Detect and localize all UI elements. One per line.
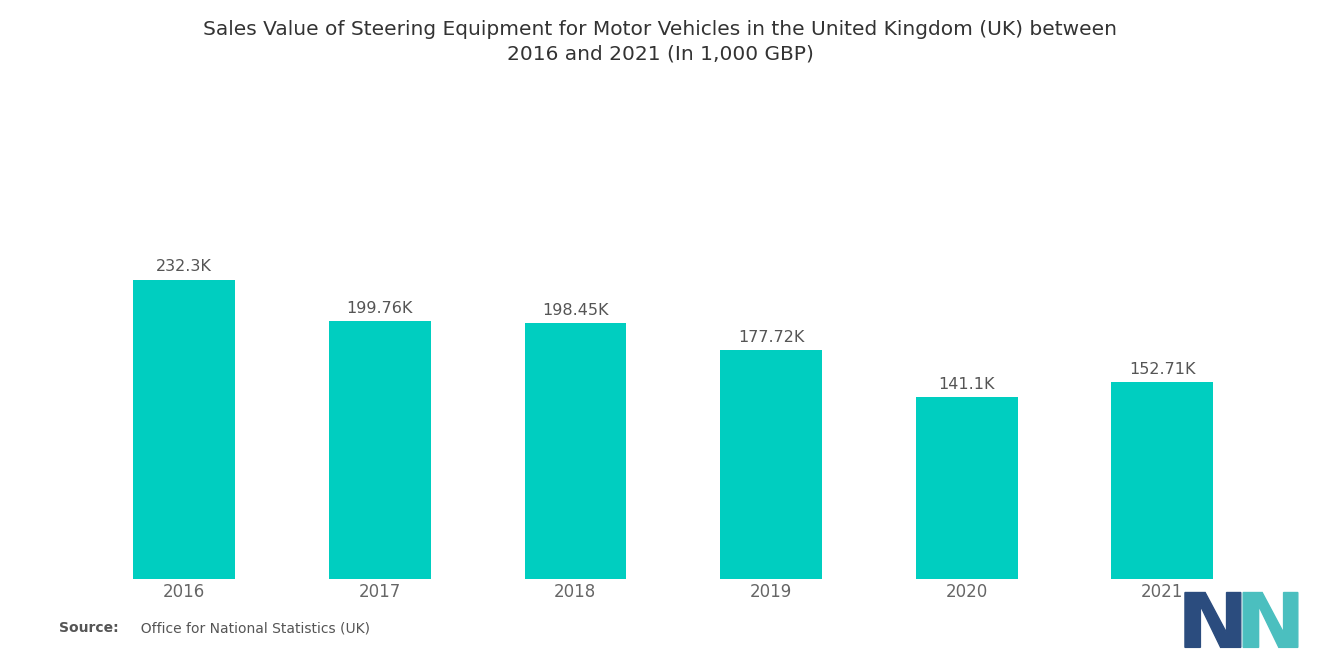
Bar bbox=[916, 397, 1018, 579]
Bar bbox=[1111, 382, 1213, 579]
Bar bbox=[524, 323, 626, 579]
Text: 198.45K: 198.45K bbox=[543, 303, 609, 318]
Bar bbox=[133, 279, 235, 579]
Text: Sales Value of Steering Equipment for Motor Vehicles in the United Kingdom (UK) : Sales Value of Steering Equipment for Mo… bbox=[203, 20, 1117, 64]
Text: 232.3K: 232.3K bbox=[156, 259, 213, 275]
Text: 177.72K: 177.72K bbox=[738, 330, 804, 344]
Polygon shape bbox=[1185, 593, 1241, 648]
Text: 141.1K: 141.1K bbox=[939, 377, 995, 392]
Text: Office for National Statistics (UK): Office for National Statistics (UK) bbox=[132, 621, 370, 635]
Polygon shape bbox=[1243, 593, 1298, 648]
Bar bbox=[329, 321, 430, 579]
Text: 199.76K: 199.76K bbox=[347, 301, 413, 317]
Text: 152.71K: 152.71K bbox=[1129, 362, 1196, 377]
Text: Source:: Source: bbox=[59, 621, 119, 635]
Bar bbox=[721, 350, 822, 579]
